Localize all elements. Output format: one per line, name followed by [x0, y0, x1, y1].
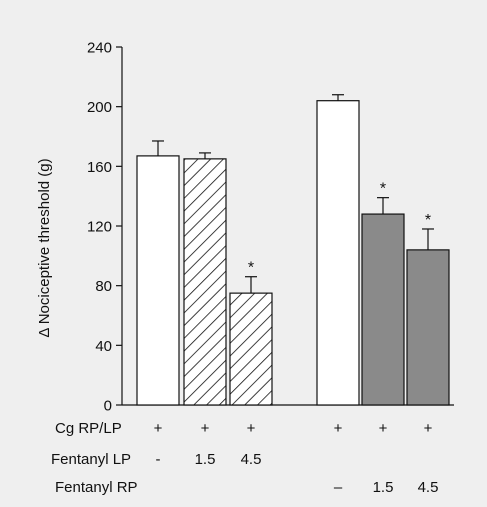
bar — [316, 100, 360, 406]
bar — [406, 249, 450, 406]
condition-value: 1.5 — [373, 479, 394, 496]
bar — [361, 213, 405, 406]
condition-label: Fentanyl LP — [51, 451, 131, 468]
significance-marker: * — [248, 260, 254, 277]
condition-value: 1.5 — [195, 451, 216, 468]
y-tick-label: 200 — [87, 99, 112, 116]
bar — [183, 158, 227, 406]
condition-value: – — [334, 479, 343, 496]
significance-marker: * — [380, 181, 386, 198]
condition-label: Cg RP/LP — [55, 420, 122, 437]
y-tick-label: 0 — [104, 398, 112, 415]
y-tick-label: 40 — [95, 338, 112, 355]
condition-value: + — [334, 420, 343, 437]
y-tick-label: 120 — [87, 219, 112, 236]
condition-value: + — [201, 420, 210, 437]
condition-table: Cg RP/LP + + + + + + Fentanyl LP - 1.5 4.5 Fentanyl… — [51, 420, 438, 496]
condition-value: - — [156, 451, 161, 468]
condition-value: + — [424, 420, 433, 437]
y-axis: 0 40 80 120 160 200 240 — [87, 40, 454, 415]
bars: * * * — [136, 94, 450, 406]
condition-value: + — [379, 420, 388, 437]
bar — [229, 292, 273, 406]
y-tick-label: 240 — [87, 40, 112, 57]
condition-value: + — [154, 420, 163, 437]
condition-value: 4.5 — [418, 479, 439, 496]
significance-marker: * — [425, 212, 431, 229]
y-axis-label: Δ Nociceptive threshold (g) — [36, 158, 53, 337]
y-tick-label: 160 — [87, 159, 112, 176]
condition-value: 4.5 — [241, 451, 262, 468]
y-tick-label: 80 — [95, 278, 112, 295]
bar — [136, 155, 180, 406]
condition-label: Fentanyl RP — [55, 479, 138, 496]
condition-value: + — [247, 420, 256, 437]
